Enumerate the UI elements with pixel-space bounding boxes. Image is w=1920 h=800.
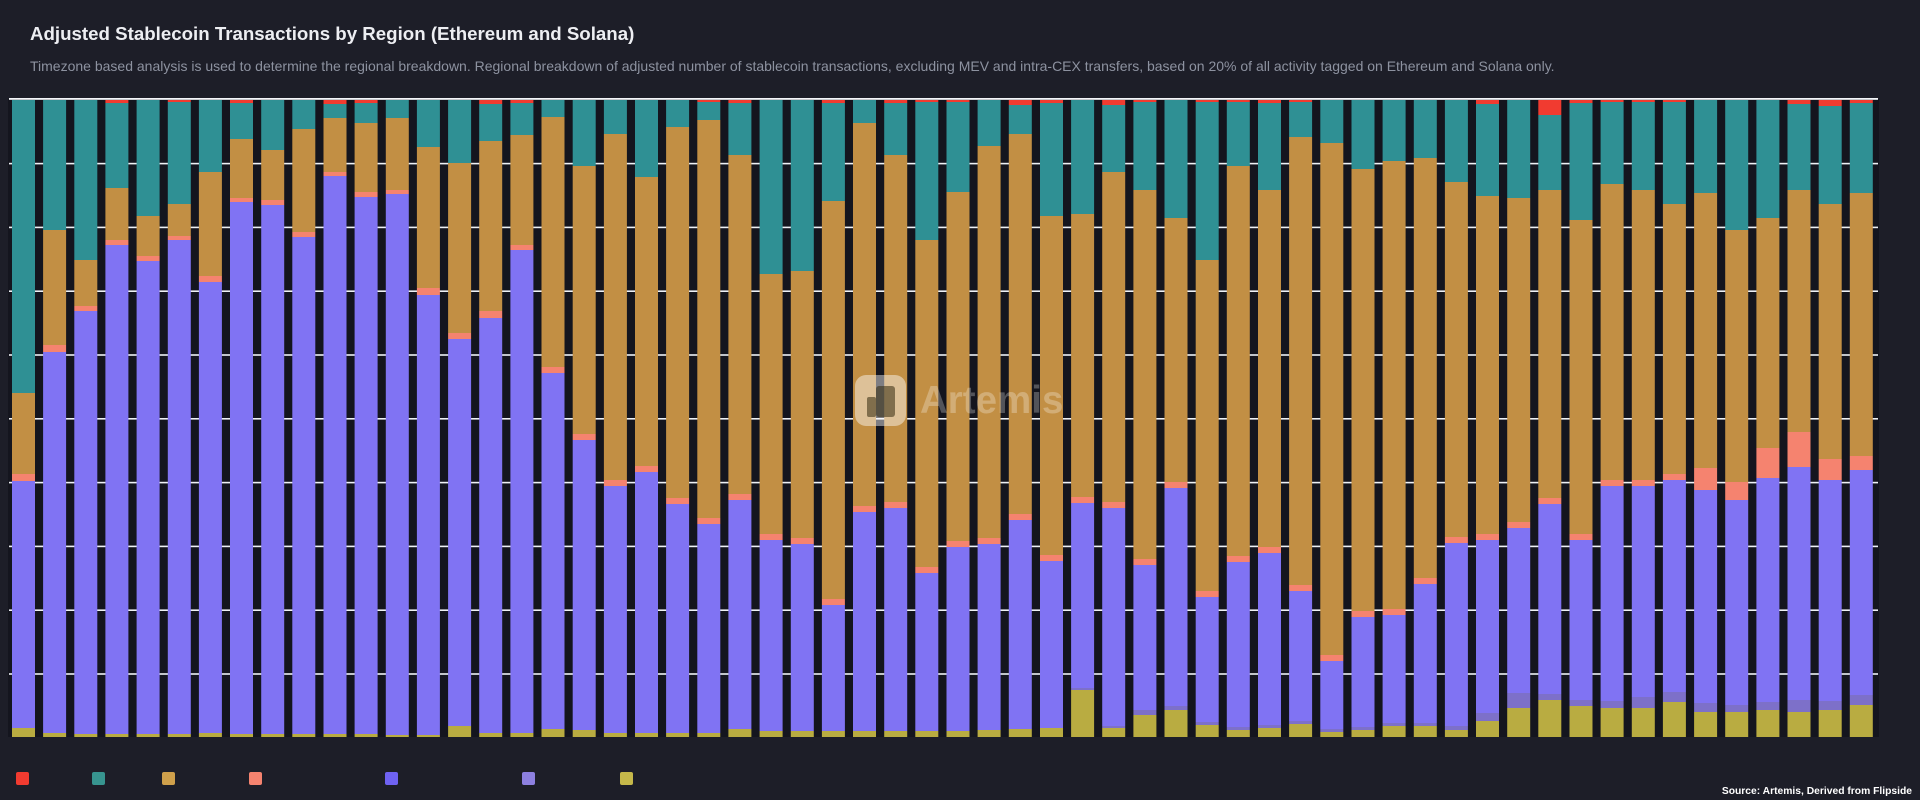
svg-text:Artemis: Artemis (920, 379, 1063, 422)
